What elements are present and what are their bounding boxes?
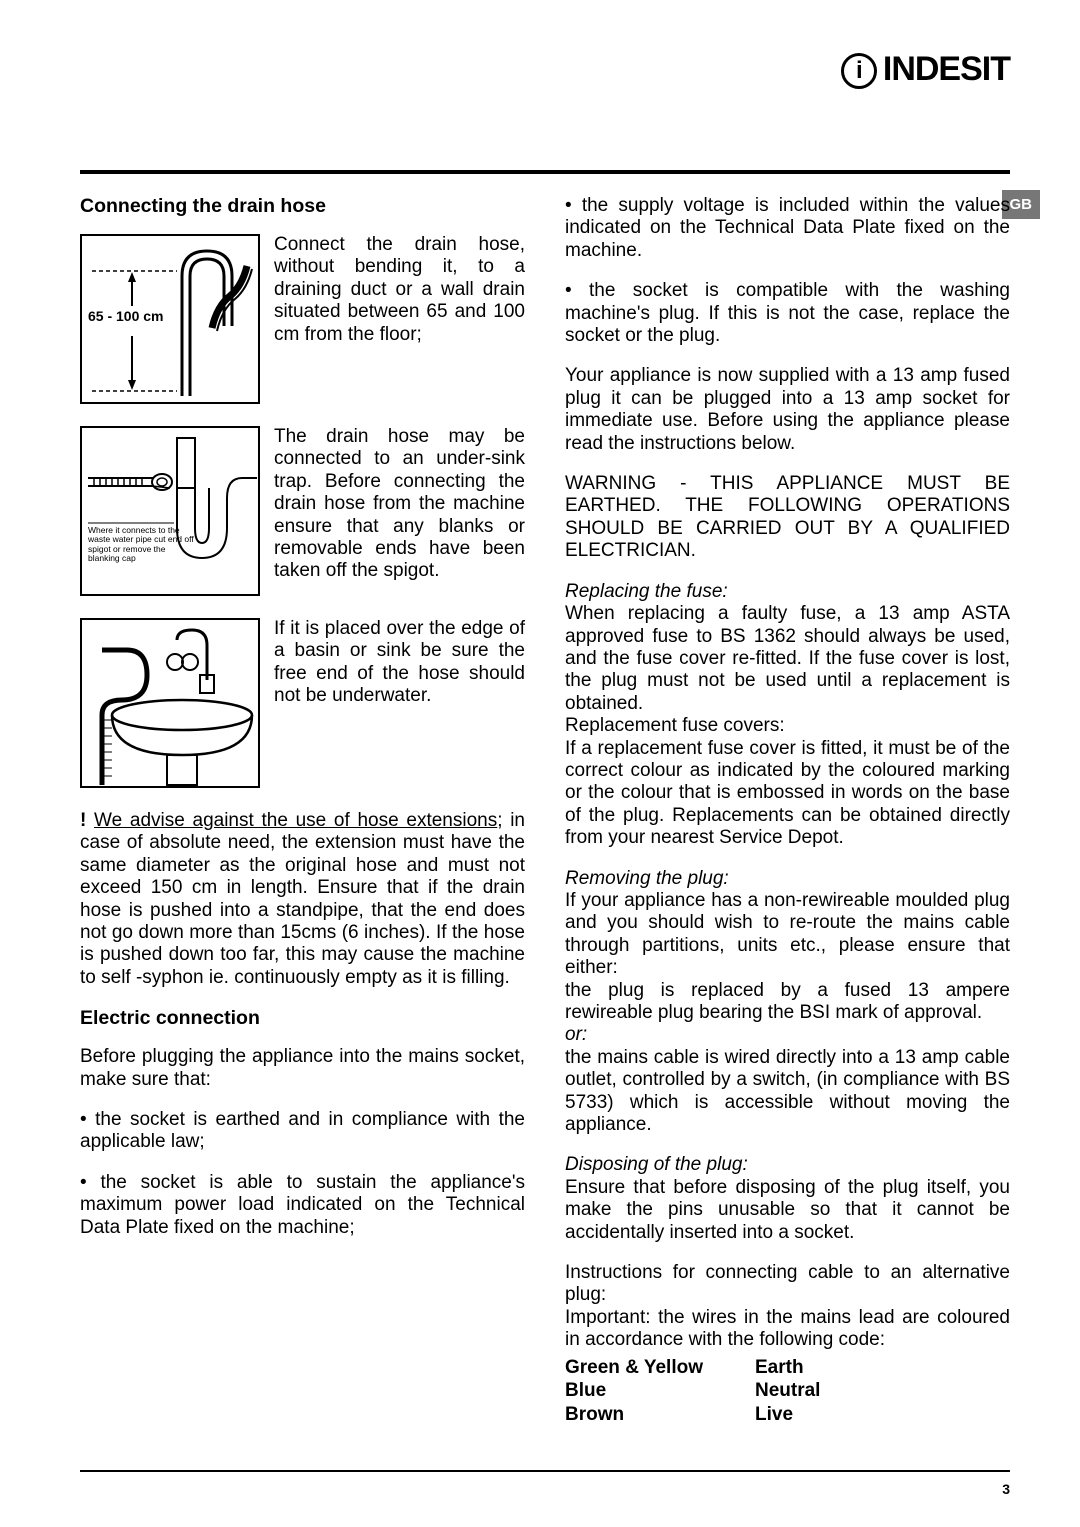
fused-plug-info: Your appliance is now supplied with a 13…	[565, 365, 1010, 455]
electric-bullet-2: • the socket is able to sustain the appl…	[80, 1172, 525, 1239]
diagram-drain-height: 65 - 100 cm	[80, 234, 260, 404]
dispose-text: Ensure that before disposing of the plug…	[565, 1177, 1010, 1243]
left-column: Connecting the drain hose 65 - 100 cm	[80, 195, 525, 1427]
fuse-section: Replacing the fuse: When replacing a fau…	[565, 581, 1010, 850]
top-divider	[80, 170, 1010, 174]
fuse-heading: Replacing the fuse:	[565, 581, 728, 602]
wire-color: Green & Yellow	[565, 1356, 755, 1380]
drain-hose-text-1: Connect the drain hose, without bending …	[274, 234, 525, 346]
warning-tail: ; in case of absolute need, the extensio…	[80, 810, 525, 988]
dispose-heading: Disposing of the plug:	[565, 1154, 748, 1175]
table-row: Blue Neutral	[565, 1379, 1010, 1403]
wire-color: Blue	[565, 1379, 755, 1403]
fuse-text-2: Replacement fuse covers:	[565, 715, 785, 736]
plug-section: Removing the plug: If your appliance has…	[565, 868, 1010, 1137]
electric-bullet-4: • the socket is compatible with the wash…	[565, 280, 1010, 347]
warning-underline: We advise against the use of hose extens…	[94, 810, 497, 831]
logo-i-icon: i	[841, 53, 877, 89]
alt-plug-section: Instructions for connecting cable to an …	[565, 1262, 1010, 1352]
table-row: Brown Live	[565, 1403, 1010, 1427]
brand-logo: iINDESIT	[841, 50, 1010, 89]
page-number: 3	[1002, 1481, 1010, 1497]
fuse-text-1: When replacing a faulty fuse, a 13 amp A…	[565, 603, 1010, 714]
diagram-trap-caption: Where it connects to the waste water pip…	[88, 526, 198, 563]
diagram-basin	[80, 618, 260, 788]
bottom-divider	[80, 1470, 1010, 1472]
diagram-sink-trap: Where it connects to the waste water pip…	[80, 426, 260, 596]
wire-name: Earth	[755, 1356, 804, 1380]
brand-name: INDESIT	[883, 50, 1010, 88]
table-row: Green & Yellow Earth	[565, 1356, 1010, 1380]
hose-extension-warning: ! We advise against the use of hose exte…	[80, 810, 525, 989]
plug-text-2: the plug is replaced by a fused 13 amper…	[565, 980, 1010, 1023]
wire-name: Neutral	[755, 1379, 820, 1403]
right-column: • the supply voltage is included within …	[565, 195, 1010, 1427]
fuse-text-3: If a replacement fuse cover is fitted, i…	[565, 738, 1010, 849]
wire-name: Live	[755, 1403, 793, 1427]
plug-text-3: the mains cable is wired directly into a…	[565, 1047, 1010, 1135]
plug-text-1: If your appliance has a non-rewireable m…	[565, 890, 1010, 978]
warning-bang: !	[80, 810, 86, 831]
drain-hose-text-2: The drain hose may be connected to an un…	[274, 426, 525, 583]
plug-heading: Removing the plug:	[565, 868, 729, 889]
electric-intro: Before plugging the appliance into the m…	[80, 1046, 525, 1091]
drain-hose-text-3: If it is placed over the edge of a basin…	[274, 618, 525, 708]
wire-color: Brown	[565, 1403, 755, 1427]
electric-bullet-3: • the supply voltage is included within …	[565, 195, 1010, 262]
heading-electric: Electric connection	[80, 1007, 525, 1030]
wire-color-table: Green & Yellow Earth Blue Neutral Brown …	[565, 1356, 1010, 1427]
electric-bullet-1: • the socket is earthed and in complianc…	[80, 1109, 525, 1154]
heading-drain-hose: Connecting the drain hose	[80, 195, 525, 218]
alt-plug-text-2: Important: the wires in the mains lead a…	[565, 1307, 1010, 1350]
dispose-section: Disposing of the plug: Ensure that befor…	[565, 1154, 1010, 1244]
alt-plug-text-1: Instructions for connecting cable to an …	[565, 1262, 1010, 1305]
diagram-height-label: 65 - 100 cm	[88, 308, 164, 324]
earthing-warning: WARNING - THIS APPLIANCE MUST BE EARTHED…	[565, 473, 1010, 563]
plug-or: or:	[565, 1024, 587, 1045]
